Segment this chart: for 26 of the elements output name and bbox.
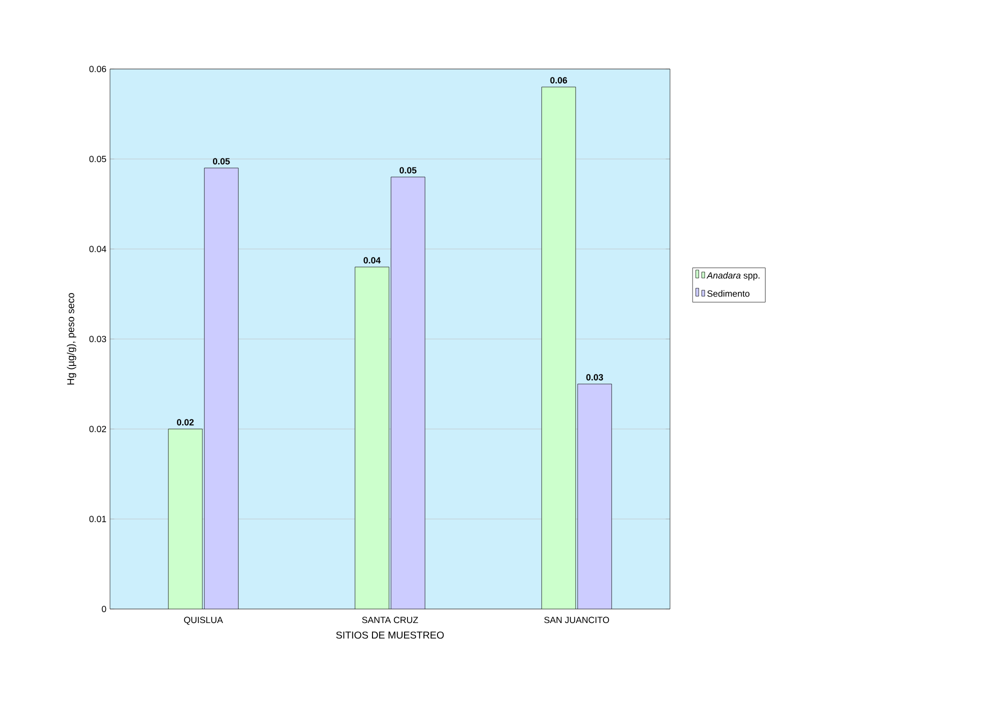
y-tick-label: 0.04 [89, 246, 106, 252]
y-tick-label: 0.03 [89, 336, 106, 342]
data-label: 0.06 [550, 77, 568, 84]
y-tick-label: 0.01 [89, 516, 106, 522]
bar [204, 168, 239, 609]
data-label: 0.02 [176, 419, 194, 426]
bar [541, 86, 576, 609]
data-label: 0.04 [364, 257, 381, 264]
y-tick-label: 0.02 [89, 426, 106, 432]
y-tick-label: 0.05 [89, 156, 106, 162]
bar [354, 266, 390, 609]
legend-label: Anadara spp. [706, 272, 760, 280]
y-axis-title: Hg (µg/g), peso seco [66, 293, 76, 385]
data-label: 0.03 [586, 374, 604, 380]
y-tick-label: 0 [102, 606, 106, 612]
bar [168, 428, 203, 609]
data-label: 0.05 [212, 158, 230, 164]
x-tick-label: SANTA CRUZ [362, 616, 418, 624]
x-tick-label: QUISLUA [184, 616, 224, 625]
y-tick-label: 0.06 [89, 66, 106, 72]
legend-label: Sedimento [707, 290, 750, 297]
bar [390, 176, 426, 609]
bar [577, 384, 612, 609]
x-tick-label: SAN JUANCITO [544, 616, 610, 624]
data-label: 0.05 [400, 167, 416, 174]
x-axis-title: SITIOS DE MUESTREO [336, 632, 444, 639]
